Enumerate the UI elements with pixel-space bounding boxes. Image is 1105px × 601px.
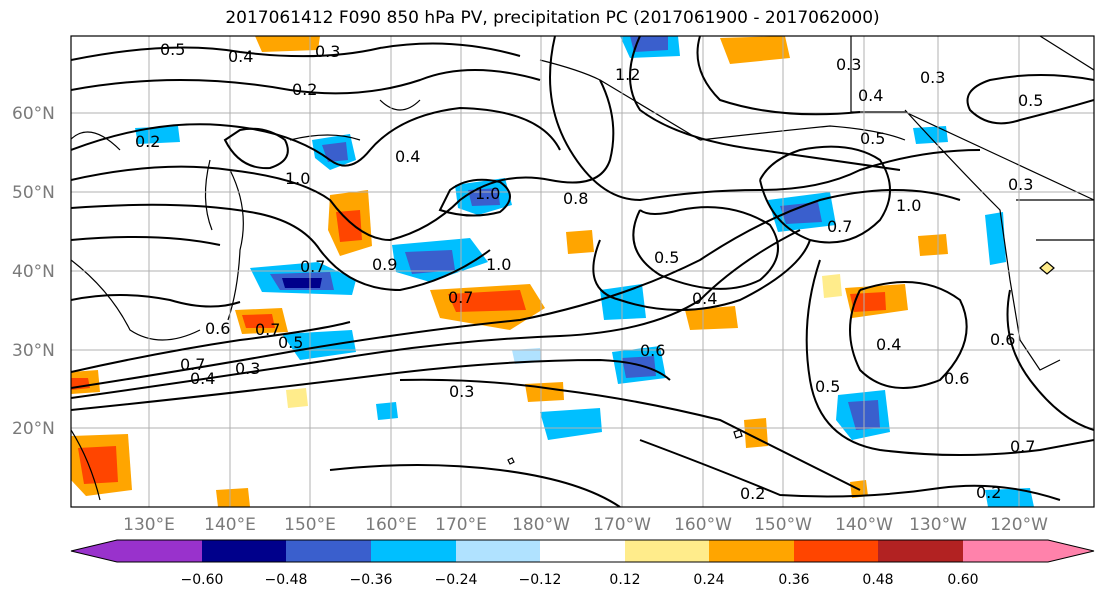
lat-label: 50°N bbox=[12, 183, 55, 203]
colorbar-cell bbox=[456, 540, 540, 562]
lat-label: 40°N bbox=[12, 262, 55, 282]
island-markers bbox=[507, 261, 1055, 465]
map-plot-area: 0.3 0.2 0.2 0.4 1.0 1.0 0.8 0.7 0.7 0.7 … bbox=[70, 35, 1095, 508]
colorbar-tick-label: −0.60 bbox=[180, 572, 224, 588]
contour-label: 0.3 bbox=[315, 42, 340, 61]
contour-label: 0.4 bbox=[876, 335, 901, 354]
contour-label: 0.5 bbox=[1018, 91, 1043, 110]
contour-label: 0.6 bbox=[205, 319, 230, 338]
contour-label: 1.2 bbox=[615, 65, 640, 84]
lon-label: 160°E bbox=[365, 515, 417, 535]
contour-label: 0.7 bbox=[255, 320, 280, 339]
colorbar-tick-label: −0.36 bbox=[349, 572, 393, 588]
colorbar-cell bbox=[963, 540, 1048, 562]
contour-label: 0.7 bbox=[448, 288, 473, 307]
contour-label: 0.6 bbox=[640, 341, 665, 360]
colorbar-cell bbox=[540, 540, 625, 562]
contour-label: 1.0 bbox=[486, 255, 511, 274]
colorbar-extend-high bbox=[1048, 540, 1094, 562]
colorbar-tick-label: 0.24 bbox=[693, 572, 725, 588]
colorbar-cell bbox=[286, 540, 371, 562]
colorbar-outline bbox=[70, 539, 1095, 563]
contour-label: 0.7 bbox=[827, 217, 852, 236]
lat-label: 20°N bbox=[12, 419, 55, 439]
contour-label: 0.8 bbox=[563, 189, 588, 208]
contour-label: 0.2 bbox=[135, 132, 160, 151]
contour-label: 1.0 bbox=[285, 169, 310, 188]
colorbar-tick-label: −0.48 bbox=[264, 572, 308, 588]
contour-label: 0.2 bbox=[292, 80, 317, 99]
contour-label: 0.3 bbox=[920, 68, 945, 87]
contour-label: 0.5 bbox=[278, 333, 303, 352]
colorbar bbox=[70, 539, 1095, 563]
contour-label: 0.9 bbox=[372, 255, 397, 274]
lon-label: 180°W bbox=[512, 515, 570, 535]
colorbar-tick-label: 0.12 bbox=[609, 572, 641, 588]
contour-label: 1.0 bbox=[475, 184, 500, 203]
contour-label: 0.3 bbox=[449, 382, 474, 401]
contour-label: 0.4 bbox=[395, 147, 420, 166]
contour-label: 0.4 bbox=[228, 47, 253, 66]
colorbar-tick-label: −0.24 bbox=[434, 572, 478, 588]
contour-label: 0.3 bbox=[1008, 175, 1033, 194]
colorbar-tick-label: −0.12 bbox=[518, 572, 562, 588]
map-title: 2017061412 F090 850 hPa PV, precipitatio… bbox=[225, 8, 880, 28]
contour-label: 0.5 bbox=[860, 129, 885, 148]
lon-label: 120°W bbox=[990, 515, 1048, 535]
lon-label: 170°W bbox=[593, 515, 651, 535]
colorbar-extend-low bbox=[71, 540, 117, 562]
lon-label: 170°E bbox=[435, 515, 487, 535]
contour-label: 0.4 bbox=[692, 289, 717, 308]
colorbar-cell bbox=[709, 540, 794, 562]
colorbar-cell bbox=[794, 540, 878, 562]
colorbar-tick-label: 0.36 bbox=[778, 572, 810, 588]
contour-label: 0.3 bbox=[235, 359, 260, 378]
colorbar-cell bbox=[878, 540, 963, 562]
colorbar-tick-label: 0.48 bbox=[862, 572, 894, 588]
lon-label: 130°E bbox=[123, 515, 175, 535]
contour-label: 0.5 bbox=[815, 377, 840, 396]
pv-contours bbox=[71, 36, 1094, 507]
lat-label: 60°N bbox=[12, 104, 55, 124]
colorbar-tick-label: 0.60 bbox=[947, 572, 979, 588]
coastlines bbox=[71, 36, 1094, 501]
colorbar-cell bbox=[202, 540, 286, 562]
colorbar-cell bbox=[371, 540, 456, 562]
colorbar-cell bbox=[117, 540, 202, 562]
lon-label: 150°E bbox=[284, 515, 336, 535]
contour-label: 0.6 bbox=[944, 369, 969, 388]
contour-label: 0.6 bbox=[990, 330, 1015, 349]
lat-label: 30°N bbox=[12, 341, 55, 361]
contour-label: 1.0 bbox=[896, 196, 921, 215]
contour-label: 0.4 bbox=[858, 86, 883, 105]
contour-labels: 0.3 0.2 0.2 0.4 1.0 1.0 0.8 0.7 0.7 0.7 … bbox=[135, 40, 1043, 503]
lon-label: 160°W bbox=[674, 515, 732, 535]
contour-label: 0.4 bbox=[190, 369, 215, 388]
contour-label: 0.3 bbox=[836, 55, 861, 74]
lon-label: 130°W bbox=[909, 515, 967, 535]
contour-label: 0.7 bbox=[180, 355, 205, 374]
map-frame bbox=[70, 35, 1095, 508]
contour-label: 0.5 bbox=[654, 248, 679, 267]
contour-label: 0.7 bbox=[1010, 437, 1035, 456]
lon-label: 150°W bbox=[754, 515, 812, 535]
colorbar-cells bbox=[117, 540, 1048, 562]
colorbar-cell bbox=[625, 540, 709, 562]
contour-label: 0.2 bbox=[740, 484, 765, 503]
contour-label: 0.2 bbox=[976, 483, 1001, 502]
lon-label: 140°W bbox=[835, 515, 893, 535]
contour-label: 0.5 bbox=[160, 40, 185, 59]
lon-label: 140°E bbox=[204, 515, 256, 535]
contour-label: 0.7 bbox=[300, 257, 325, 276]
